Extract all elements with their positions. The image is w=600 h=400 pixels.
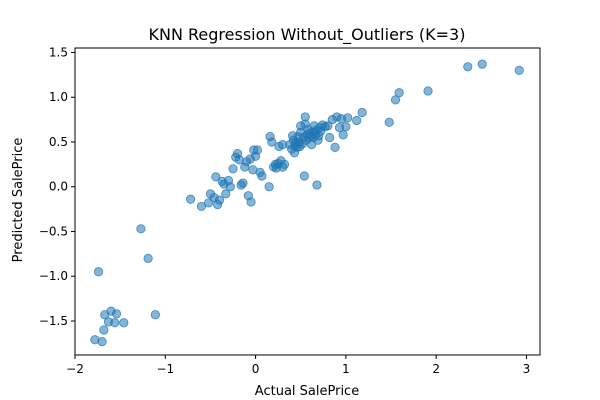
x-tick-label: −1 — [156, 362, 174, 376]
data-point — [384, 117, 394, 127]
data-point — [279, 159, 290, 169]
chart-title: KNN Regression Without_Outliers (K=3) — [149, 25, 466, 45]
data-point — [93, 267, 104, 277]
y-tick-label: −0.5 — [39, 224, 68, 238]
data-point — [463, 62, 473, 72]
data-point — [136, 224, 146, 234]
y-axis-label: Predicted SalePrice — [11, 138, 26, 263]
data-point — [323, 121, 333, 131]
data-point — [196, 201, 207, 212]
data-point — [185, 194, 196, 204]
data-point — [97, 336, 107, 347]
data-point — [338, 130, 348, 140]
data-point — [119, 318, 129, 328]
data-point — [341, 122, 351, 132]
x-tick-label: 1 — [342, 362, 350, 376]
plot-frame — [74, 47, 541, 356]
data-point — [267, 137, 277, 147]
y-tick-label: −1.0 — [39, 269, 68, 283]
data-point — [257, 171, 267, 181]
y-tick-label: 1.5 — [49, 45, 68, 59]
y-tick-label: −1.5 — [39, 314, 68, 328]
data-point — [477, 59, 487, 69]
x-axis-label: Actual SalePrice — [255, 384, 359, 399]
y-tick-label: 1.0 — [49, 90, 68, 104]
data-point — [312, 180, 322, 190]
data-point — [150, 310, 160, 320]
data-point — [110, 318, 120, 328]
data-point — [325, 132, 335, 143]
data-point — [228, 164, 238, 174]
y-axis-ticks: −1.5 −1.0 −0.5 0.0 0.5 1.0 1.5 — [39, 45, 75, 328]
x-tick-label: −2 — [66, 362, 84, 376]
data-point — [111, 309, 122, 319]
x-axis-ticks: −2 −1 0 1 2 3 — [66, 355, 530, 376]
data-point — [330, 142, 340, 152]
data-point — [221, 189, 231, 199]
data-point — [300, 112, 310, 122]
data-point — [238, 178, 248, 188]
data-point — [252, 145, 262, 155]
data-point — [352, 115, 362, 126]
data-point — [390, 95, 401, 105]
data-point — [99, 325, 109, 335]
x-tick-label: 0 — [252, 362, 260, 376]
data-point — [343, 113, 353, 123]
data-point — [264, 182, 274, 192]
data-point — [225, 182, 235, 192]
x-tick-label: 3 — [523, 362, 531, 376]
y-tick-label: 0.0 — [49, 180, 68, 194]
data-point — [423, 86, 433, 96]
y-tick-label: 0.5 — [49, 135, 68, 149]
data-point — [211, 172, 221, 182]
data-point — [204, 198, 214, 208]
data-point — [143, 253, 153, 263]
x-tick-label: 2 — [432, 362, 440, 376]
data-point — [394, 88, 404, 98]
data-point — [299, 171, 309, 181]
data-point — [246, 197, 256, 207]
data-point — [357, 107, 367, 118]
data-point — [214, 195, 225, 205]
points-layer — [90, 59, 524, 347]
data-point — [514, 65, 524, 75]
